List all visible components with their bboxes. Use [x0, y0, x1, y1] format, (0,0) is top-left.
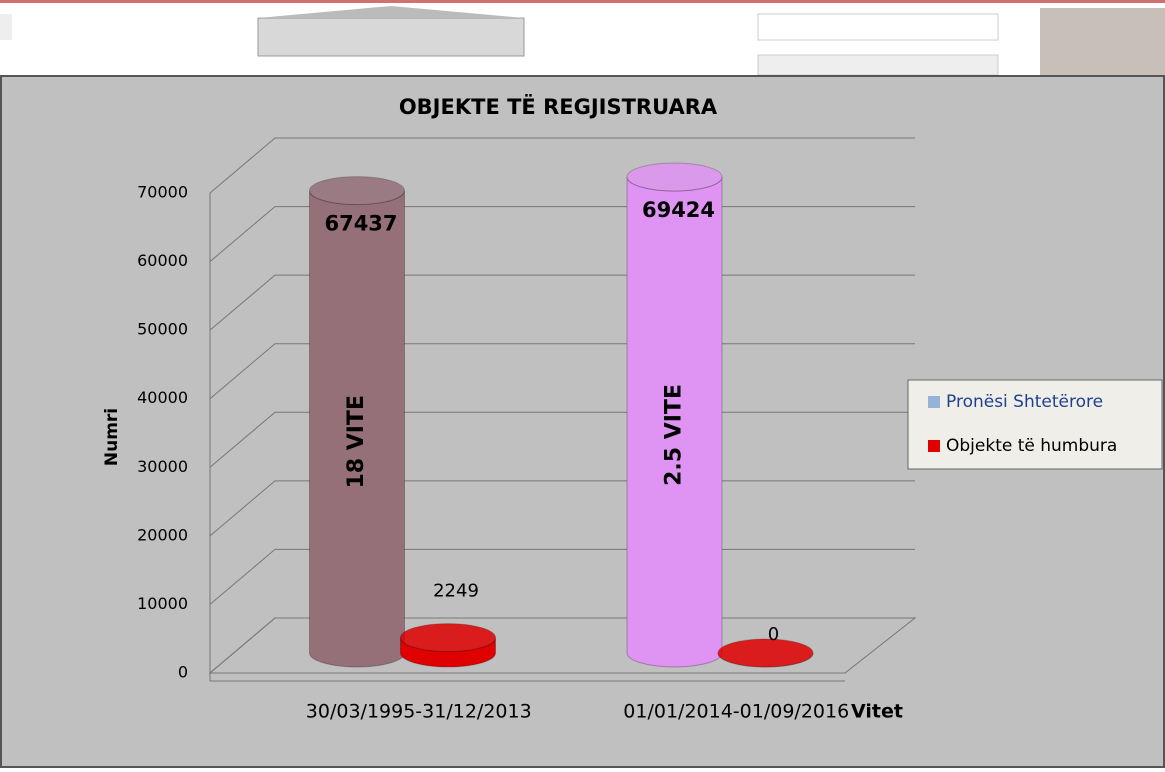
user-field[interactable] [758, 55, 998, 75]
building [258, 18, 524, 56]
x-axis-title: Vitet [851, 701, 903, 723]
x-tick-label: 01/01/2014-01/09/2016 [623, 701, 849, 723]
legend-label: Objekte të humbura [946, 436, 1117, 456]
bar-annotation: 2.5 VITE [662, 384, 687, 486]
user-photo [1040, 8, 1165, 75]
y-axis-title: Numri [102, 408, 122, 466]
data-label: 67437 [324, 212, 397, 236]
bar-top [401, 624, 496, 652]
y-tick-label: 50000 [137, 320, 188, 339]
side-tab [0, 14, 12, 40]
chart-title: OBJEKTE TË REGJISTRUARA [399, 94, 718, 119]
y-tick-label: 0 [178, 663, 188, 682]
bar-annotation: 18 VITE [344, 395, 369, 489]
legend-marker [928, 396, 940, 408]
data-label: 2249 [433, 581, 479, 602]
data-label: 69424 [642, 198, 715, 222]
screenshot: OBJEKTE TË REGJISTRUARA Numri Vitet 0 100… [0, 0, 1165, 768]
y-tick-label: 20000 [137, 525, 188, 544]
y-tick-label: 10000 [137, 594, 188, 613]
legend-marker [928, 440, 940, 452]
x-tick-label: 30/03/1995-31/12/2013 [306, 701, 532, 723]
legend-label: Pronësi Shtetërore [946, 392, 1103, 412]
y-tick-label: 40000 [137, 388, 188, 407]
bar-top [718, 639, 813, 667]
data-label: 0 [768, 624, 779, 645]
y-tick-label: 30000 [137, 457, 188, 476]
bar-top [310, 177, 405, 205]
bar-top [627, 163, 722, 191]
y-tick-label: 60000 [137, 251, 188, 270]
search-input[interactable] [758, 14, 998, 40]
top-border [0, 0, 1165, 3]
y-tick-label: 70000 [137, 183, 188, 202]
